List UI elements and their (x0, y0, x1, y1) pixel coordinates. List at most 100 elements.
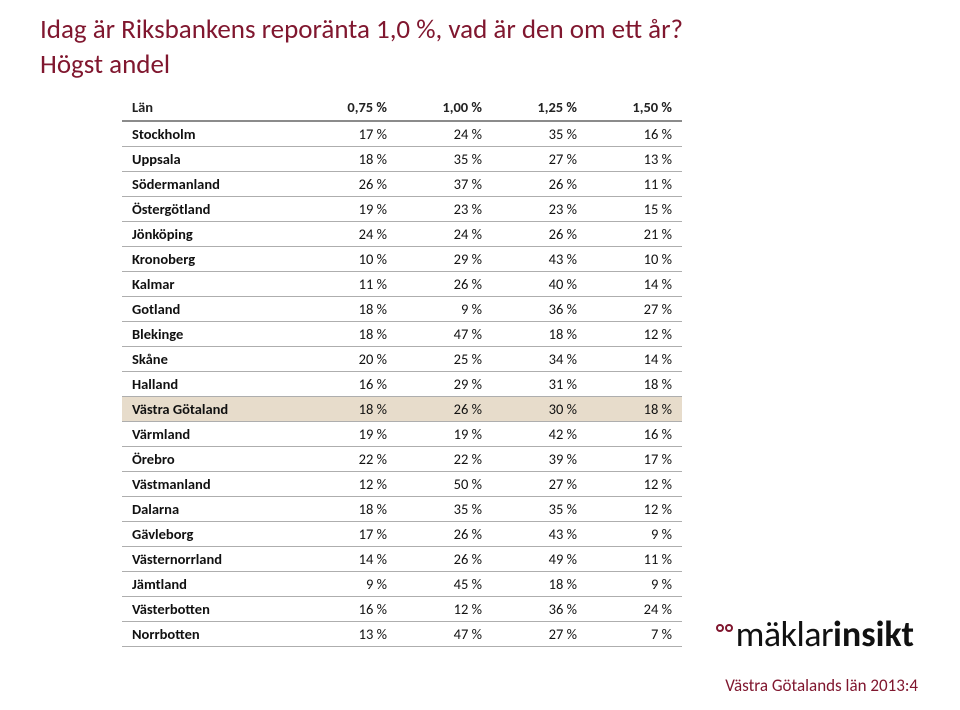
table-container: Län 0,75 % 1,00 % 1,25 % 1,50 % Stockhol… (122, 95, 682, 647)
cell-value: 35 % (397, 497, 492, 522)
cell-value: 47 % (397, 322, 492, 347)
cell-value: 14 % (587, 347, 682, 372)
cell-value: 24 % (587, 597, 682, 622)
cell-value: 16 % (302, 372, 397, 397)
cell-value: 25 % (397, 347, 492, 372)
cell-value: 29 % (397, 247, 492, 272)
table-row: Gotland18 %9 %36 %27 % (122, 297, 682, 322)
row-label: Västmanland (122, 472, 302, 497)
table-row: Örebro22 %22 %39 %17 % (122, 447, 682, 472)
cell-value: 18 % (302, 297, 397, 322)
row-label: Gävleborg (122, 522, 302, 547)
table-row: Gävleborg17 %26 %43 %9 % (122, 522, 682, 547)
cell-value: 24 % (397, 222, 492, 247)
cell-value: 26 % (397, 522, 492, 547)
cell-value: 10 % (587, 247, 682, 272)
cell-value: 26 % (397, 397, 492, 422)
row-label: Jönköping (122, 222, 302, 247)
cell-value: 21 % (587, 222, 682, 247)
cell-value: 23 % (492, 197, 587, 222)
row-label: Östergötland (122, 197, 302, 222)
row-label: Jämtland (122, 572, 302, 597)
table-row: Södermanland26 %37 %26 %11 % (122, 172, 682, 197)
col-header: 1,50 % (587, 95, 682, 121)
cell-value: 16 % (587, 121, 682, 147)
cell-value: 20 % (302, 347, 397, 372)
row-label: Kronoberg (122, 247, 302, 272)
cell-value: 13 % (587, 147, 682, 172)
cell-value: 18 % (302, 497, 397, 522)
cell-value: 9 % (587, 522, 682, 547)
cell-value: 27 % (492, 472, 587, 497)
col-header: 0,75 % (302, 95, 397, 121)
cell-value: 31 % (492, 372, 587, 397)
row-label: Värmland (122, 422, 302, 447)
table-row: Värmland19 %19 %42 %16 % (122, 422, 682, 447)
row-label: Södermanland (122, 172, 302, 197)
table-row: Jämtland9 %45 %18 %9 % (122, 572, 682, 597)
cell-value: 12 % (587, 322, 682, 347)
row-label: Stockholm (122, 121, 302, 147)
cell-value: 39 % (492, 447, 587, 472)
cell-value: 14 % (587, 272, 682, 297)
col-header: 1,00 % (397, 95, 492, 121)
cell-value: 50 % (397, 472, 492, 497)
cell-value: 13 % (302, 622, 397, 647)
row-label: Dalarna (122, 497, 302, 522)
cell-value: 22 % (397, 447, 492, 472)
cell-value: 36 % (492, 297, 587, 322)
cell-value: 11 % (587, 172, 682, 197)
page-subtitle: Högst andel (40, 48, 920, 81)
cell-value: 12 % (302, 472, 397, 497)
cell-value: 18 % (302, 397, 397, 422)
cell-value: 14 % (302, 547, 397, 572)
cell-value: 40 % (492, 272, 587, 297)
slide: Idag är Riksbankens reporänta 1,0 %, vad… (0, 0, 960, 710)
row-label: Västra Götaland (122, 397, 302, 422)
logo-dots-icon (716, 618, 734, 637)
cell-value: 9 % (587, 572, 682, 597)
brand-part1: mäklar (736, 612, 833, 656)
cell-value: 35 % (492, 121, 587, 147)
table-row: Stockholm17 %24 %35 %16 % (122, 121, 682, 147)
cell-value: 35 % (492, 497, 587, 522)
row-label: Kalmar (122, 272, 302, 297)
row-label: Örebro (122, 447, 302, 472)
table-row: Dalarna18 %35 %35 %12 % (122, 497, 682, 522)
table-row: Halland16 %29 %31 %18 % (122, 372, 682, 397)
cell-value: 26 % (492, 172, 587, 197)
cell-value: 26 % (492, 222, 587, 247)
cell-value: 24 % (397, 121, 492, 147)
cell-value: 45 % (397, 572, 492, 597)
cell-value: 30 % (492, 397, 587, 422)
table-row: Västernorrland14 %26 %49 %11 % (122, 547, 682, 572)
cell-value: 11 % (302, 272, 397, 297)
table-row: Jönköping24 %24 %26 %21 % (122, 222, 682, 247)
row-label: Västerbotten (122, 597, 302, 622)
cell-value: 24 % (302, 222, 397, 247)
cell-value: 9 % (397, 297, 492, 322)
cell-value: 12 % (397, 597, 492, 622)
cell-value: 19 % (302, 422, 397, 447)
table-row: Östergötland19 %23 %23 %15 % (122, 197, 682, 222)
cell-value: 19 % (397, 422, 492, 447)
cell-value: 34 % (492, 347, 587, 372)
cell-value: 22 % (302, 447, 397, 472)
cell-value: 18 % (492, 572, 587, 597)
cell-value: 27 % (492, 622, 587, 647)
cell-value: 18 % (302, 322, 397, 347)
row-label: Uppsala (122, 147, 302, 172)
cell-value: 49 % (492, 547, 587, 572)
cell-value: 37 % (397, 172, 492, 197)
data-table: Län 0,75 % 1,00 % 1,25 % 1,50 % Stockhol… (122, 95, 682, 647)
cell-value: 26 % (397, 547, 492, 572)
cell-value: 23 % (397, 197, 492, 222)
cell-value: 16 % (587, 422, 682, 447)
cell-value: 12 % (587, 472, 682, 497)
table-header-row: Län 0,75 % 1,00 % 1,25 % 1,50 % (122, 95, 682, 121)
cell-value: 29 % (397, 372, 492, 397)
cell-value: 26 % (302, 172, 397, 197)
cell-value: 16 % (302, 597, 397, 622)
cell-value: 12 % (587, 497, 682, 522)
table-row: Kalmar11 %26 %40 %14 % (122, 272, 682, 297)
